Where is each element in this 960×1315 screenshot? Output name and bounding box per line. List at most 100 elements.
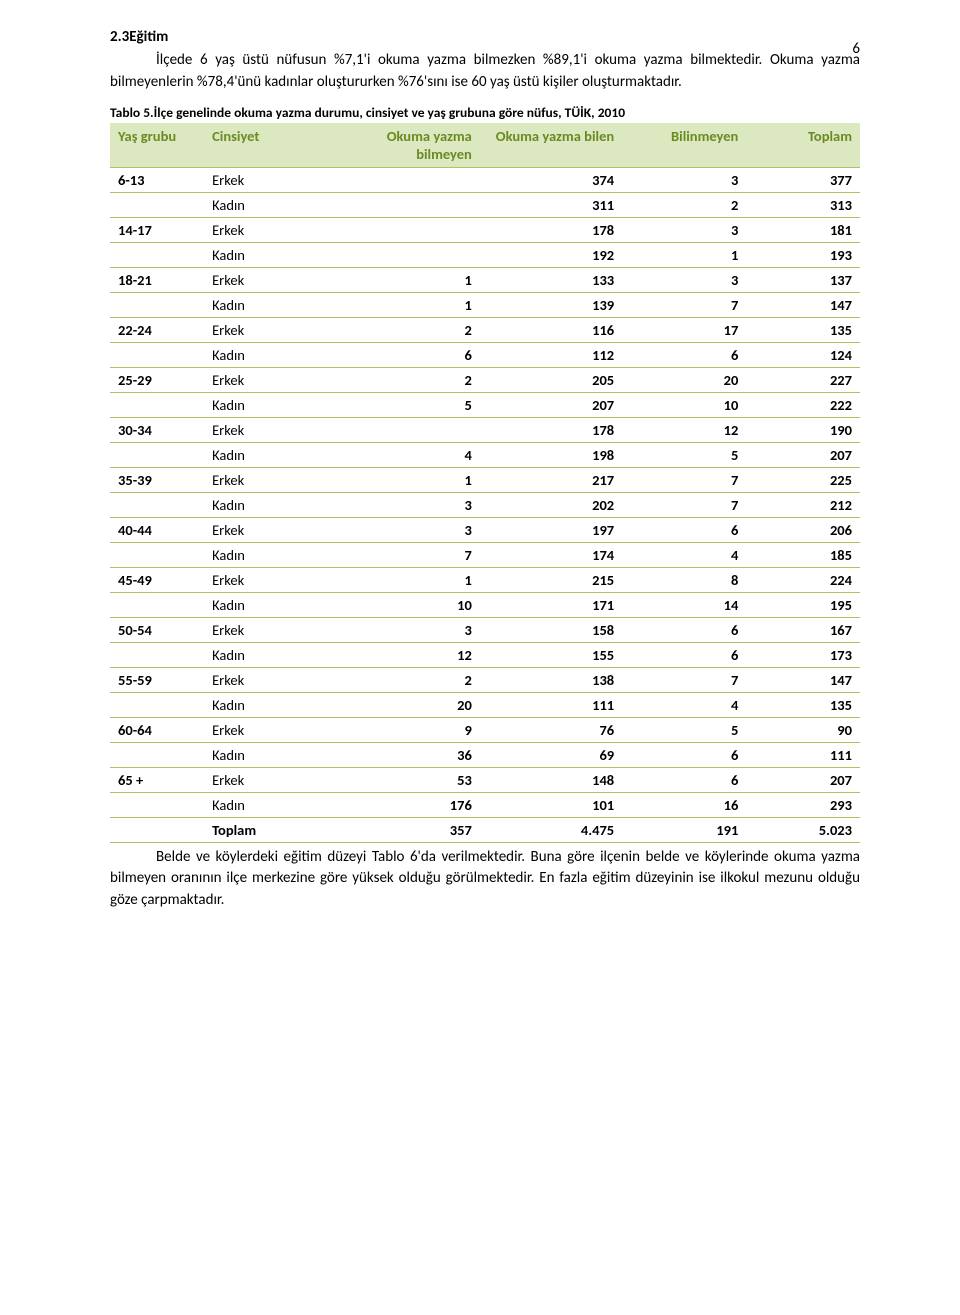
val-lit: 116 (480, 317, 622, 342)
val-unk: 6 (622, 642, 746, 667)
age-cell-empty (110, 642, 204, 667)
table-row: 45-49Erkek12158224 (110, 567, 860, 592)
val-tot: 90 (746, 717, 860, 742)
val-lit: 171 (480, 592, 622, 617)
table-row: 30-34Erkek17812190 (110, 417, 860, 442)
age-cell-empty (110, 492, 204, 517)
val-illit (337, 217, 480, 242)
val-unk: 6 (622, 517, 746, 542)
table-header: Yaş grubu Cinsiyet Okuma yazma bilmeyen … (110, 123, 860, 168)
val-illit (337, 242, 480, 267)
gender-cell: Erkek (204, 717, 337, 742)
val-lit: 207 (480, 392, 622, 417)
gender-cell: Erkek (204, 567, 337, 592)
val-illit: 5 (337, 392, 480, 417)
gender-cell: Erkek (204, 367, 337, 392)
val-tot: 181 (746, 217, 860, 242)
col-gender: Cinsiyet (204, 123, 337, 168)
val-unk: 7 (622, 467, 746, 492)
table-caption: Tablo 5.İlçe genelinde okuma yazma durum… (110, 104, 860, 121)
val-tot: 293 (746, 792, 860, 817)
gender-cell: Kadın (204, 692, 337, 717)
val-tot: 207 (746, 767, 860, 792)
val-unk: 2 (622, 192, 746, 217)
table-row: Kadın3112313 (110, 192, 860, 217)
gender-cell: Kadın (204, 642, 337, 667)
val-illit: 9 (337, 717, 480, 742)
val-unk: 7 (622, 292, 746, 317)
gender-cell: Kadın (204, 542, 337, 567)
val-illit: 3 (337, 517, 480, 542)
val-tot: 147 (746, 292, 860, 317)
val-tot: 147 (746, 667, 860, 692)
gender-cell: Kadın (204, 292, 337, 317)
val-illit: 36 (337, 742, 480, 767)
val-unk: 6 (622, 617, 746, 642)
table-row: Kadın1921193 (110, 242, 860, 267)
val-tot: 167 (746, 617, 860, 642)
val-unk: 12 (622, 417, 746, 442)
val-lit: 148 (480, 767, 622, 792)
val-illit: 1 (337, 467, 480, 492)
val-lit: 217 (480, 467, 622, 492)
table-row: 25-29Erkek220520227 (110, 367, 860, 392)
gender-cell: Erkek (204, 217, 337, 242)
age-cell: 35-39 (110, 467, 204, 492)
age-cell: 60-64 (110, 717, 204, 742)
val-tot: 111 (746, 742, 860, 767)
age-cell-empty (110, 742, 204, 767)
gender-cell: Kadın (204, 192, 337, 217)
val-tot: 225 (746, 467, 860, 492)
gender-cell: Kadın (204, 342, 337, 367)
gender-cell: Kadın (204, 742, 337, 767)
val-illit: 1 (337, 292, 480, 317)
table-row: Kadın17610116293 (110, 792, 860, 817)
val-illit: 53 (337, 767, 480, 792)
val-unk: 20 (622, 367, 746, 392)
val-tot: 193 (746, 242, 860, 267)
gender-cell: Erkek (204, 517, 337, 542)
gender-cell: Erkek (204, 767, 337, 792)
val-unk: 3 (622, 167, 746, 192)
val-illit: 20 (337, 692, 480, 717)
val-illit: 2 (337, 667, 480, 692)
val-lit: 138 (480, 667, 622, 692)
age-cell: 40-44 (110, 517, 204, 542)
table-row: Kadın61126124 (110, 342, 860, 367)
table-row: Kadın1017114195 (110, 592, 860, 617)
gender-cell: Kadın (204, 442, 337, 467)
val-lit: 178 (480, 417, 622, 442)
val-tot: 207 (746, 442, 860, 467)
table-row: 22-24Erkek211617135 (110, 317, 860, 342)
table-row: 50-54Erkek31586167 (110, 617, 860, 642)
age-cell-empty (110, 442, 204, 467)
val-lit: 192 (480, 242, 622, 267)
age-cell-empty (110, 392, 204, 417)
val-lit: 311 (480, 192, 622, 217)
val-unk: 1 (622, 242, 746, 267)
val-unk: 3 (622, 217, 746, 242)
val-illit: 2 (337, 367, 480, 392)
footer-paragraph: Belde ve köylerdeki eğitim düzeyi Tablo … (110, 847, 860, 912)
val-illit: 3 (337, 617, 480, 642)
val-unk: 17 (622, 317, 746, 342)
gender-cell: Kadın (204, 592, 337, 617)
gender-cell: Erkek (204, 667, 337, 692)
val-lit: 155 (480, 642, 622, 667)
val-tot: 124 (746, 342, 860, 367)
val-tot: 5.023 (746, 817, 860, 842)
gender-cell: Erkek (204, 467, 337, 492)
val-illit: 3 (337, 492, 480, 517)
table-row: Kadın11397147 (110, 292, 860, 317)
val-illit (337, 417, 480, 442)
val-illit (337, 167, 480, 192)
val-unk: 16 (622, 792, 746, 817)
val-tot: 135 (746, 317, 860, 342)
age-cell: 18-21 (110, 267, 204, 292)
val-illit: 1 (337, 567, 480, 592)
val-lit: 133 (480, 267, 622, 292)
val-unk: 4 (622, 542, 746, 567)
val-illit: 357 (337, 817, 480, 842)
val-lit: 76 (480, 717, 622, 742)
val-lit: 174 (480, 542, 622, 567)
